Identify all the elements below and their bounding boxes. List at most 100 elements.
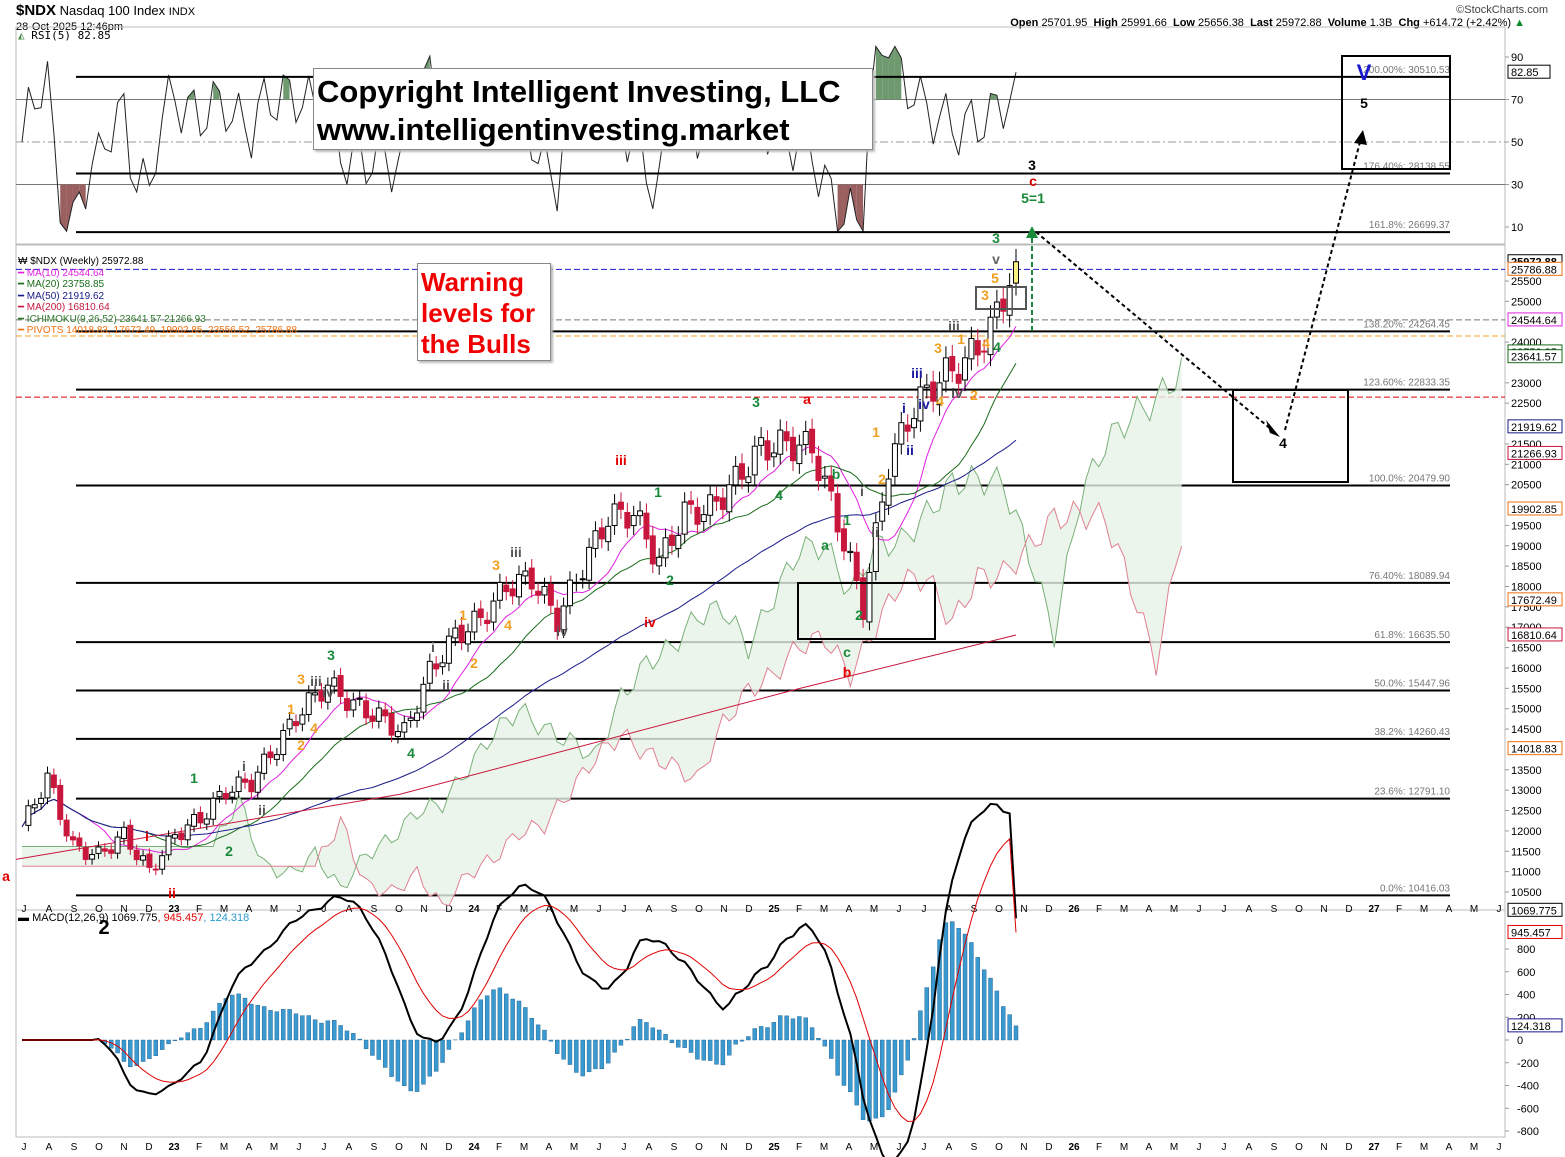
price-tick: 23000 [1511, 378, 1542, 390]
warning-note: Warning levels for the Bulls [417, 263, 551, 361]
candle-body [891, 443, 898, 477]
macd-histogram-bar [599, 1039, 605, 1070]
candle-body [216, 790, 223, 798]
x-axis-label: M [1170, 904, 1178, 915]
price-tick: 11500 [1511, 846, 1541, 858]
x-axis-label: O [1295, 1142, 1303, 1153]
x-axis-label: 25 [768, 1142, 780, 1153]
x-axis-label: 25 [768, 904, 780, 915]
candle-body [949, 356, 956, 372]
wave-label: 1 [843, 512, 851, 528]
x-axis-label: F [496, 904, 502, 915]
fib-level-label: 61.8%: 16635.50 [1374, 630, 1450, 641]
candle-body [439, 662, 446, 668]
macd-histogram-bar [357, 1038, 362, 1041]
candle-body [477, 608, 484, 619]
wave-label: 2 [666, 572, 674, 588]
candle-body [547, 583, 554, 606]
macd-histogram-bar [510, 998, 515, 1041]
candle-body [802, 430, 809, 446]
candle-body [25, 805, 32, 826]
x-axis-label: S [71, 1142, 78, 1153]
x-axis-label: A [1246, 1142, 1253, 1153]
candle-body [598, 527, 605, 540]
macd-signal-value: 945.457 [163, 912, 204, 924]
x-axis-label: D [445, 904, 452, 915]
macd-histogram-bar [669, 1039, 675, 1043]
candle-body [732, 465, 739, 486]
macd-tick: -200 [1517, 1058, 1539, 1070]
last-value: 25972.88 [1275, 17, 1322, 29]
price-value-tag-text: 21266.93 [1511, 448, 1557, 460]
wave-label: a [2, 868, 10, 884]
x-axis-label: S [71, 904, 78, 915]
x-axis-label: A [1446, 904, 1453, 915]
macd-histogram-bar [402, 1039, 407, 1087]
candle-body [452, 627, 459, 639]
candle-body [299, 714, 306, 725]
candle-body [866, 571, 873, 623]
x-axis-label: N [420, 904, 427, 915]
macd-histogram-bar [561, 1039, 566, 1060]
last-label: Last [1250, 17, 1273, 29]
macd-histogram-bar [752, 1028, 757, 1041]
candle-body [242, 778, 249, 783]
candle-body [388, 712, 395, 736]
macd-histogram-bar [433, 1039, 439, 1072]
wave-label: 1 [287, 701, 295, 717]
candle-body [159, 855, 166, 870]
symbol: $NDX [16, 2, 57, 19]
price-tick: 13500 [1511, 765, 1542, 777]
candle-body [955, 373, 962, 384]
x-axis-label: O [995, 904, 1003, 915]
wave-label: ii [442, 677, 450, 693]
candle-body [853, 551, 860, 582]
macd-histogram-bar [414, 1039, 420, 1092]
x-axis-label: N [720, 904, 727, 915]
open-label: Open [1010, 17, 1039, 29]
wave-label: 5 [1360, 95, 1368, 111]
wave-label: 4 [936, 393, 944, 409]
rsi-oversold-fill [856, 184, 864, 232]
macd-histogram-bar [389, 1039, 394, 1077]
macd-histogram-bar [962, 933, 968, 1041]
candle-body [605, 525, 612, 543]
x-axis-label: M [520, 1142, 528, 1153]
wave-label: c [1029, 173, 1037, 189]
x-axis-label: D [1045, 1142, 1052, 1153]
x-axis-label: 26 [1068, 1142, 1080, 1153]
candle-body [566, 579, 573, 607]
price-tick: 13000 [1511, 785, 1542, 797]
candle-body [879, 501, 886, 522]
x-axis-label: D [745, 1142, 752, 1153]
macd-histogram-bar [478, 999, 483, 1041]
candle-body [974, 340, 981, 356]
macd-histogram-bar [924, 987, 929, 1041]
x-axis-label: F [1396, 904, 1402, 915]
price-value-tag [1507, 419, 1563, 434]
x-axis-label: M [270, 1142, 278, 1153]
x-axis-label: O [695, 1142, 703, 1153]
macd-histogram-bar [981, 969, 987, 1041]
wave-label: 4 [993, 339, 1001, 355]
x-axis-label: S [1271, 904, 1278, 915]
macd-histogram-bar [765, 1027, 770, 1041]
macd-histogram-bar [548, 1039, 554, 1042]
price-value-tag-text: 25786.88 [1511, 264, 1557, 276]
candle-body [942, 357, 949, 382]
macd-histogram-bar [695, 1039, 700, 1060]
macd-histogram-bar [905, 1039, 910, 1061]
x-axis-label: M [220, 1142, 228, 1153]
x-axis-label: F [796, 1142, 802, 1153]
macd-histogram-bar [625, 1038, 630, 1041]
x-axis-label: F [496, 1142, 502, 1153]
macd-histogram-bar [733, 1039, 738, 1045]
macd-histogram-bar [873, 1039, 879, 1119]
wave-label: V [1357, 60, 1372, 85]
macd-histogram-bar [816, 1038, 821, 1041]
macd-histogram-bar [121, 1039, 127, 1062]
x-axis-label: J [897, 904, 902, 915]
candle-body [261, 753, 268, 774]
macd-histogram-bar [803, 1017, 808, 1041]
